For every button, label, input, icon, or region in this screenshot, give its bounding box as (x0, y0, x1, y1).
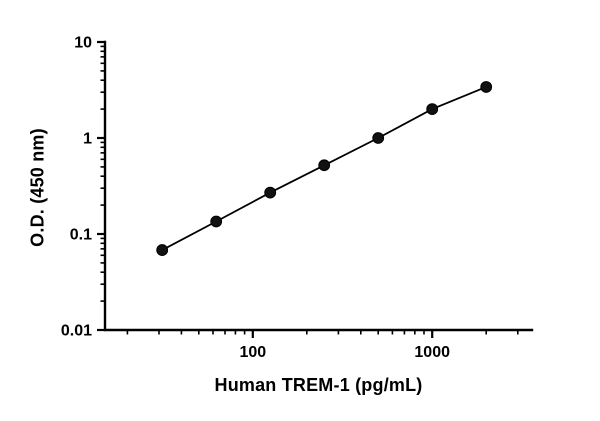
data-point (480, 81, 493, 93)
data-point (426, 103, 439, 116)
x-tick-label: 100 (239, 344, 266, 361)
y-tick-label: 1 (83, 131, 92, 148)
axis-spines (103, 40, 534, 332)
y-tick-label: 0.01 (61, 323, 92, 340)
data-point (264, 186, 277, 199)
x-tick-label: 1000 (414, 344, 450, 361)
y-tick-label: 10 (74, 35, 92, 52)
data-point (372, 132, 385, 144)
y-axis-title: O.D. (450 nm) (27, 128, 48, 247)
data-point (318, 159, 331, 172)
y-tick-label: 0.1 (70, 227, 92, 244)
x-axis-title: Human TREM-1 (pg/mL) (214, 375, 423, 395)
data-point (210, 215, 223, 228)
data-point (156, 244, 169, 256)
